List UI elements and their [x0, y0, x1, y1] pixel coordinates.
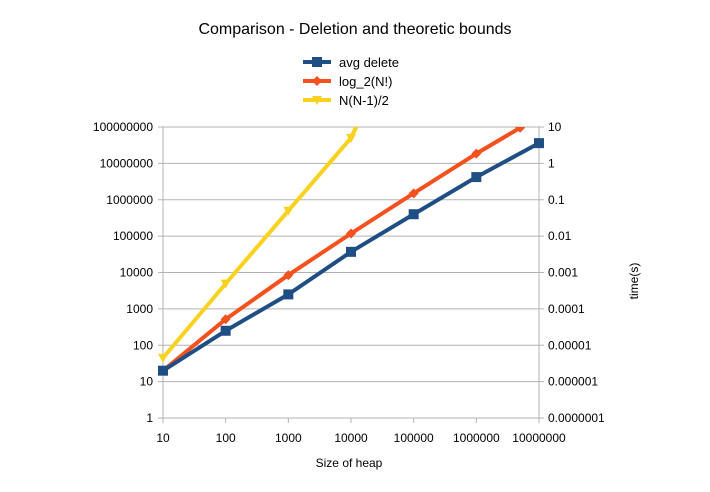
x-axis-label: Size of heap	[316, 456, 383, 470]
data-point	[220, 325, 231, 336]
data-point	[220, 314, 231, 325]
data-point	[346, 246, 356, 257]
legend-label: log_2(N!)	[339, 74, 392, 89]
y-tick-label: 100000	[113, 229, 153, 243]
y2-tick-label: 1	[548, 156, 555, 170]
y-tick-label: 1000000	[106, 193, 153, 207]
y2-tick-label: 0.0000001	[548, 411, 605, 425]
data-point	[408, 188, 419, 199]
gridlines	[163, 126, 539, 419]
y2-tick-label: 0.01	[548, 229, 572, 243]
legend-marker	[312, 96, 322, 105]
legend-marker	[312, 57, 322, 67]
legend-label: N(N-1)/2	[339, 93, 389, 108]
x-tick-label: 1000000	[453, 431, 500, 445]
y-tick-label: 10	[140, 375, 154, 389]
y-tick-label: 100	[133, 338, 153, 352]
series-lines	[158, 127, 544, 376]
y-tick-label: 1	[146, 411, 153, 425]
series-0	[158, 138, 544, 376]
data-point	[346, 228, 356, 239]
data-point	[346, 133, 356, 143]
y-tick-label: 1000	[126, 302, 153, 316]
data-point	[353, 127, 359, 132]
y-tick-label: 100000000	[93, 120, 153, 134]
y-tick-label: 10000000	[100, 156, 154, 170]
y2-tick-label: 0.001	[548, 266, 578, 280]
data-point	[408, 209, 419, 220]
data-point	[471, 148, 482, 159]
x-tick-labels: 10 100 1000 10000 100000 1000000 10000000	[156, 431, 566, 445]
data-point	[283, 206, 294, 216]
x-tick-label: 10	[156, 431, 170, 445]
data-point	[471, 172, 482, 183]
x-tick-label: 10000	[334, 431, 368, 445]
data-point	[515, 127, 526, 133]
y2-tick-labels: 0.0000001 0.000001 0.00001 0.0001 0.001 0.01 0…	[548, 120, 605, 425]
x-tick-label: 10000000	[512, 431, 566, 445]
y2-tick-label: 0.1	[548, 193, 565, 207]
legend-label: avg delete	[339, 55, 399, 70]
y2-tick-label: 0.00001	[548, 338, 592, 352]
data-point	[534, 138, 544, 149]
legend-item: N(N-1)/2	[303, 93, 389, 108]
legend: avg delete log_2(N!) N(N-1)/2	[303, 55, 399, 108]
y-tick-labels: 1 10 100 1000 10000 100000 1000000 10000000 1000…	[93, 120, 153, 425]
x-tick-label: 1000	[275, 431, 302, 445]
y2-axis-label: time(s)	[627, 263, 641, 300]
y-tick-label: 10000	[120, 266, 154, 280]
data-point	[158, 353, 168, 363]
series-line	[161, 127, 358, 360]
data-point	[158, 365, 168, 376]
series-line	[161, 141, 540, 373]
x-tick-label: 100000	[394, 431, 434, 445]
y2-tick-label: 0.000001	[548, 375, 598, 389]
y2-tick-label: 0.0001	[548, 302, 585, 316]
data-point	[283, 289, 294, 300]
chart-title: Comparison - Deletion and theoretic boun…	[198, 21, 511, 38]
legend-marker	[312, 76, 322, 86]
x-tick-label: 100	[216, 431, 236, 445]
data-point	[283, 270, 294, 281]
y2-tick-label: 10	[548, 120, 562, 134]
series-1	[158, 127, 526, 376]
series-2	[158, 127, 359, 363]
legend-item: log_2(N!)	[303, 74, 392, 89]
legend-item: avg delete	[303, 55, 399, 70]
data-point	[220, 279, 231, 289]
